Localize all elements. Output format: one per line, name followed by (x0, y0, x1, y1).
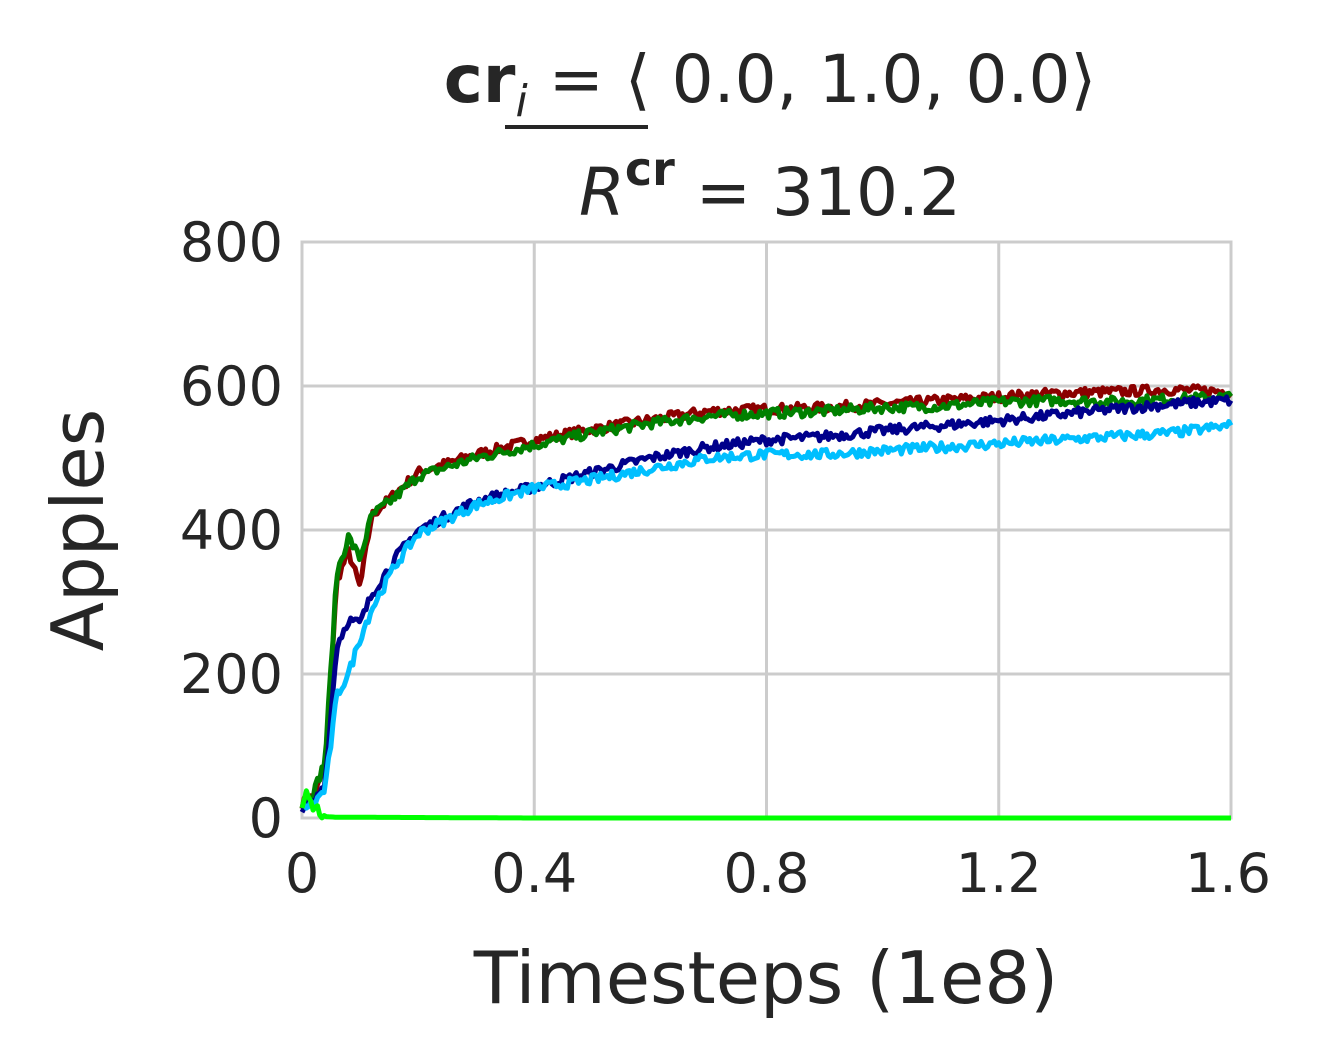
svg-text:Rcr = 310.2: Rcr = 310.2 (579, 142, 961, 231)
title-line1-rest: = ⟨ 0.0, 1.0, 0.0⟩ (528, 41, 1097, 118)
y-tick-label: 200 (180, 643, 283, 706)
title-line2-rest: = 310.2 (675, 154, 961, 231)
x-tick-label: 0.8 (724, 842, 810, 905)
y-tick-label: 400 (180, 499, 283, 562)
x-tick-labels: 0 0.4 0.8 1.2 1.6 (285, 842, 1271, 905)
y-tick-label: 600 (180, 355, 283, 418)
series-layer (299, 383, 1234, 821)
series-line-2 (299, 394, 1234, 814)
y-tick-label: 800 (180, 211, 283, 274)
x-tick-label: 1.6 (1185, 842, 1271, 905)
series-line-1 (301, 390, 1234, 808)
chart-title: cri = ⟨ 0.0, 1.0, 0.0⟩ Rcr = 310.2 (444, 41, 1096, 231)
x-tick-label: 0.4 (491, 842, 577, 905)
series-line-3 (301, 419, 1234, 811)
title-R: R (579, 154, 625, 231)
x-axis-label: Timesteps (1e8) (473, 936, 1058, 1020)
series-line-4 (299, 788, 1232, 821)
title-cr: cr (444, 41, 516, 118)
y-tick-label: 0 (249, 787, 283, 850)
x-tick-label: 1.2 (956, 842, 1042, 905)
y-tick-labels: 0 200 400 600 800 (180, 211, 283, 850)
title-sup-cr: cr (625, 142, 675, 196)
svg-text:cri = ⟨ 0.0, 1.0, 0.0⟩: cri = ⟨ 0.0, 1.0, 0.0⟩ (444, 41, 1096, 127)
x-tick-label: 0 (285, 842, 319, 905)
y-axis-label: Apples (36, 409, 120, 651)
title-sub-i: i (515, 76, 528, 127)
